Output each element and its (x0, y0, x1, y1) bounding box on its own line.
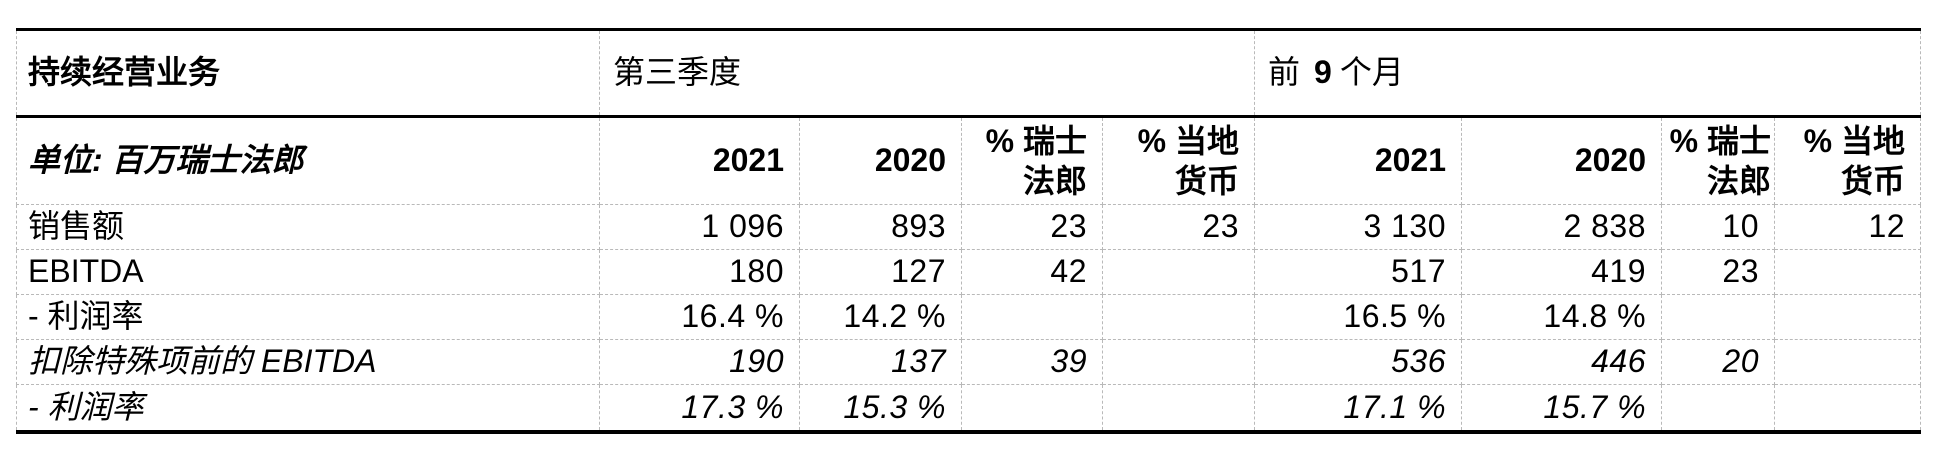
cell: 14.2 % (799, 294, 962, 340)
m9-pct-chf-line2: 法郎 (1707, 163, 1772, 199)
cell: 12 (1774, 204, 1922, 250)
cell (1101, 339, 1256, 385)
nine-months-number: 9 (1314, 54, 1332, 91)
table-row-ebitda-before-exceptionals: 扣除特殊项前的 EBITDA 190 137 39 536 446 20 (16, 339, 1922, 385)
cell (961, 294, 1103, 340)
q3-year-2020-header: 2020 (799, 116, 962, 205)
cell: 10 (1661, 204, 1776, 250)
cell: 20 (1661, 339, 1776, 385)
cell (1774, 384, 1922, 434)
m9-pct-local-header: % 当地 货币 (1774, 116, 1922, 205)
table-row-sales: 销售额 1 096 893 23 23 3 130 2 838 10 12 (16, 204, 1922, 250)
m9-pct-chf-line1: % 瑞士 (1669, 123, 1772, 159)
cell: 17.3 % (599, 384, 800, 434)
nine-months-suffix: 个月 (1339, 54, 1404, 91)
m9-pct-local-line2: 货币 (1841, 163, 1906, 199)
cell: 419 (1461, 249, 1663, 295)
cell: 16.4 % (599, 294, 800, 340)
continuing-operations-title: 持续经营业务 (16, 28, 600, 118)
header-row-sections: 持续经营业务 第三季度 前 9 个月 (16, 28, 1922, 118)
cell: 16.5 % (1254, 294, 1463, 340)
nine-months-prefix: 前 (1268, 54, 1301, 91)
cell (1774, 339, 1922, 385)
section-nine-months: 前 9 个月 (1254, 28, 1922, 118)
cell (1661, 294, 1776, 340)
cell: 893 (799, 204, 962, 250)
cell (1774, 249, 1922, 295)
row-label: 扣除特殊项前的 EBITDA (16, 339, 600, 385)
cell: 39 (961, 339, 1103, 385)
cell: 15.7 % (1461, 384, 1663, 434)
unit-label: 单位: 百万瑞士法郎 (16, 116, 600, 205)
cell: 14.8 % (1461, 294, 1663, 340)
m9-pct-local-line1: % 当地 (1803, 123, 1906, 159)
row-label: - 利润率 (16, 294, 600, 340)
cell: 2 838 (1461, 204, 1663, 250)
header-row-columns: 单位: 百万瑞士法郎 2021 2020 % 瑞士 法郎 % 当地 货币 202… (16, 116, 1922, 205)
q3-pct-local-line1: % 当地 (1137, 123, 1240, 159)
cell: 23 (1101, 204, 1256, 250)
cell (1101, 294, 1256, 340)
q3-pct-chf-line2: 法郎 (1022, 163, 1087, 199)
row-label: 销售额 (16, 204, 600, 250)
q3-year-2021-header: 2021 (599, 116, 800, 205)
cell (1101, 249, 1256, 295)
cell: 180 (599, 249, 800, 295)
table-row-ebitda-margin: - 利润率 16.4 % 14.2 % 16.5 % 14.8 % (16, 294, 1922, 340)
cell: 23 (961, 204, 1103, 250)
cell: 15.3 % (799, 384, 962, 434)
cell (1101, 384, 1256, 434)
m9-year-2020-header: 2020 (1461, 116, 1663, 205)
m9-year-2021-header: 2021 (1254, 116, 1463, 205)
q3-pct-local-line2: 货币 (1175, 163, 1240, 199)
cell: 517 (1254, 249, 1463, 295)
table-row-margin-before-exceptionals: - 利润率 17.3 % 15.3 % 17.1 % 15.7 % (16, 384, 1922, 434)
section-q3: 第三季度 (598, 28, 1256, 118)
cell: 3 130 (1254, 204, 1463, 250)
cell (1774, 294, 1922, 340)
cell: 23 (1661, 249, 1776, 295)
row-label: - 利润率 (16, 384, 600, 434)
cell: 536 (1254, 339, 1463, 385)
cell: 190 (599, 339, 800, 385)
m9-pct-chf-header: % 瑞士 法郎 (1661, 116, 1776, 205)
cell (1661, 384, 1776, 434)
cell: 17.1 % (1254, 384, 1463, 434)
q3-label: 第三季度 (613, 54, 742, 91)
financial-results-table: 持续经营业务 第三季度 前 9 个月 单位: 百万瑞士法郎 2021 2020 % … (16, 28, 1922, 434)
cell: 127 (799, 249, 962, 295)
q3-pct-local-header: % 当地 货币 (1101, 116, 1256, 205)
cell (961, 384, 1103, 434)
q3-pct-chf-line1: % 瑞士 (985, 123, 1087, 159)
cell: 1 096 (599, 204, 800, 250)
cell: 137 (799, 339, 962, 385)
row-label: EBITDA (16, 249, 600, 295)
q3-pct-chf-header: % 瑞士 法郎 (961, 116, 1103, 205)
cell: 42 (961, 249, 1103, 295)
table-row-ebitda: EBITDA 180 127 42 517 419 23 (16, 249, 1922, 295)
cell: 446 (1461, 339, 1663, 385)
